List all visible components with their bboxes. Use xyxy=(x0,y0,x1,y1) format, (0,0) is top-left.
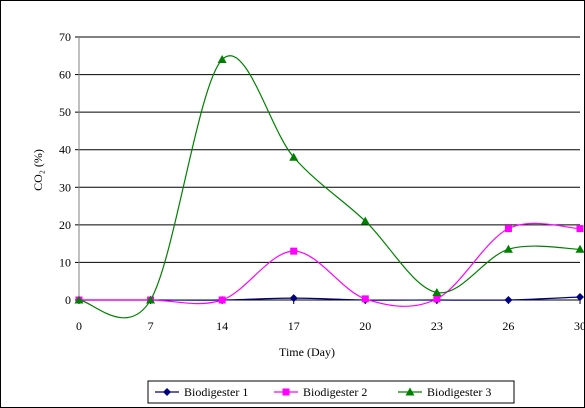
y-tick-label: 70 xyxy=(59,30,71,44)
x-tick-label: 30 xyxy=(574,319,585,333)
series-line-biodigester-3 xyxy=(78,55,581,319)
data-point-biodigester-2 xyxy=(576,225,584,233)
legend: Biodigester 1 Biodigester 2 Biodigester 3 xyxy=(147,380,515,404)
data-point-biodigester-3 xyxy=(74,295,84,304)
x-axis-label: Time (Day) xyxy=(279,345,335,359)
data-point-biodigester-1 xyxy=(289,294,298,303)
data-point-biodigester-2 xyxy=(361,295,369,303)
data-point-biodigester-2 xyxy=(218,296,226,304)
x-tick-label: 20 xyxy=(359,319,371,333)
series-line-biodigester-2 xyxy=(78,222,581,307)
x-tick-label: 23 xyxy=(431,319,443,333)
plot-area: 0 10 20 30 40 50 60 70 0 7 14 17 20 23 26 30 xyxy=(59,30,585,333)
legend-marker xyxy=(163,388,171,396)
y-tick-label: 60 xyxy=(59,68,71,82)
x-tick-label: 0 xyxy=(76,319,82,333)
data-point-biodigester-1 xyxy=(504,296,513,304)
y-tick-label: 30 xyxy=(59,180,71,194)
data-point-biodigester-3 xyxy=(503,244,513,253)
legend-label: Biodigester 2 xyxy=(303,385,367,399)
y-tick-label: 0 xyxy=(65,293,71,307)
x-tick-label: 17 xyxy=(288,319,300,333)
data-point-biodigester-2 xyxy=(290,247,298,255)
data-point-biodigester-3 xyxy=(217,55,227,64)
y-tick-label: 10 xyxy=(59,255,71,269)
data-point-biodigester-3 xyxy=(146,295,156,304)
data-point-biodigester-3 xyxy=(360,216,370,225)
data-point-biodigester-2 xyxy=(433,295,441,303)
x-tick-label: 14 xyxy=(216,319,228,333)
data-point-biodigester-1 xyxy=(576,292,584,301)
x-tick-label: 7 xyxy=(148,319,154,333)
legend-label: Biodigester 3 xyxy=(427,385,491,399)
data-point-biodigester-3 xyxy=(575,244,585,253)
y-tick-label: 40 xyxy=(59,143,71,157)
data-point-biodigester-3 xyxy=(289,152,299,161)
y-tick-label: 20 xyxy=(59,218,71,232)
data-point-biodigester-3 xyxy=(432,287,442,296)
legend-label: Biodigester 1 xyxy=(184,385,248,399)
y-tick-label: 50 xyxy=(59,105,71,119)
legend-marker xyxy=(405,387,415,396)
x-tick-label: 26 xyxy=(502,319,514,333)
y-axis-label: CO₂ (%) xyxy=(31,149,45,191)
data-point-biodigester-2 xyxy=(504,225,512,233)
legend-marker xyxy=(282,388,290,396)
legend-box xyxy=(147,380,515,404)
